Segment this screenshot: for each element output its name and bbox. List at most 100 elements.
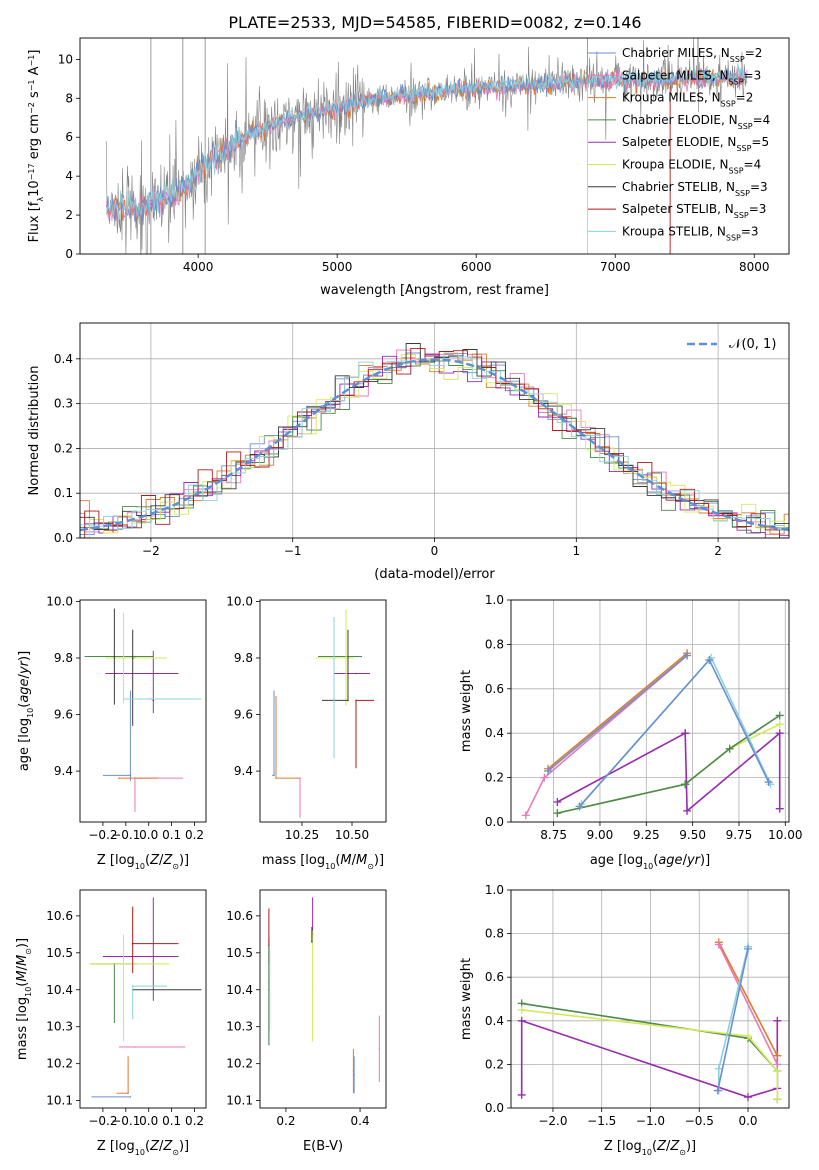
y-tick-label: 9.8	[234, 651, 253, 665]
y-axis-label: Normed distribution	[27, 366, 42, 496]
errorbars-age-vs-Z	[84, 608, 202, 813]
mass-weight-line	[557, 714, 781, 814]
data-point	[152, 699, 155, 702]
y-tick-label: 0.8	[485, 927, 504, 941]
x-axis-label: Z [log10(Z/Z⊙)]	[97, 1139, 189, 1157]
x-tick-label: 9.75	[726, 828, 753, 842]
mass-weight-line	[580, 656, 772, 805]
x-tick-label: 0.2	[185, 828, 204, 842]
y-tick-label: 0.2	[485, 1057, 504, 1071]
x-tick-label: 0.2	[276, 1114, 295, 1128]
mass-weight-line	[547, 652, 688, 770]
plus-marker	[744, 944, 753, 953]
plus-marker	[725, 744, 734, 753]
x-axis-label: age [log10(age/yr)]	[590, 853, 710, 871]
y-tick-label: 10.3	[46, 1020, 73, 1034]
plus-marker	[775, 720, 784, 729]
y-tick-label: 9.6	[234, 708, 253, 722]
data-point	[347, 699, 349, 702]
y-axis-label: mass weight	[459, 958, 474, 1040]
data-point	[268, 992, 271, 995]
y-tick-label: 10	[58, 52, 73, 66]
mass-weight-line	[718, 944, 779, 1065]
y-tick-label: 2	[65, 208, 73, 222]
residual-histogram-line	[80, 353, 789, 538]
legend-entry: Kroupa ELODIE, NSSP=4	[622, 158, 761, 176]
x-tick-label: −1.5	[587, 1114, 616, 1128]
legend-entry: Salpeter STELIB, NSSP=3	[622, 202, 766, 220]
data-point	[131, 942, 134, 945]
errorbars-mass-vs-Z	[89, 897, 202, 1098]
axes-frame	[259, 889, 387, 1109]
y-tick-label: 0.4	[485, 1014, 504, 1028]
residual-histograms	[80, 343, 789, 538]
x-tick-label: 0.0	[139, 828, 158, 842]
axes-frame	[79, 322, 790, 539]
x-tick-label: 10.00	[768, 828, 802, 842]
x-axis-label: mass [log10(M/M⊙)]	[262, 853, 384, 871]
y-tick-label: 4	[65, 169, 73, 183]
x-axis-label: Z [log10(Z/Z⊙)]	[97, 853, 189, 871]
y-tick-label: 10.0	[46, 594, 73, 608]
plus-marker	[744, 1032, 753, 1041]
y-tick-label: 0.3	[54, 397, 73, 411]
y-tick-label: 0.8	[485, 637, 504, 651]
x-tick-label: 0.1	[162, 828, 181, 842]
y-tick-label: 10.1	[46, 1094, 73, 1108]
x-tick-label: 0.2	[185, 1114, 204, 1128]
spectrum-legend: Chabrier MILES, NSSP=2 Salpeter MILES, NS…	[588, 46, 770, 242]
y-tick-label: 6	[65, 130, 73, 144]
plus-marker	[773, 1060, 782, 1069]
data-point	[355, 699, 357, 702]
x-axis-label: wavelength [Angstrom, rest frame]	[320, 283, 549, 298]
data-point	[333, 698, 335, 700]
x-tick-label: −2.0	[538, 1114, 567, 1128]
data-point	[122, 657, 125, 659]
x-tick-label: −0.2	[88, 828, 117, 842]
residual-histogram-line	[80, 354, 789, 538]
x-tick-label: 8.75	[540, 828, 567, 842]
data-point	[152, 955, 155, 958]
y-tick-label: 10.4	[226, 983, 253, 997]
y-tick-label: 1.0	[485, 883, 504, 897]
mass-weight-line	[520, 1019, 779, 1098]
y-tick-label: 0	[65, 247, 73, 261]
legend-entry: Chabrier ELODIE, NSSP=4	[622, 113, 770, 130]
y-tick-label: 10.5	[226, 946, 253, 960]
y-tick-label: 9.4	[234, 764, 253, 778]
data-point	[311, 940, 313, 943]
y-axis-label: mass [log10(M/M⊙)]	[15, 938, 33, 1060]
x-axis-label: (data-model)/error	[374, 567, 495, 582]
residual-histogram-line	[80, 349, 789, 538]
x-tick-label: 10.25	[285, 828, 319, 842]
lines-massweight-vs-Z	[517, 938, 782, 1104]
plus-marker	[575, 802, 584, 811]
axes-frame	[259, 599, 387, 823]
y-tick-label: 0.4	[54, 352, 73, 366]
y-tick-label: 0.2	[54, 441, 73, 455]
x-tick-label: 7000	[600, 260, 631, 274]
x-tick-label: −0.1	[111, 828, 140, 842]
legend-entry: Chabrier MILES, NSSP=2	[622, 46, 762, 64]
data-point	[353, 1073, 355, 1076]
y-tick-label: 8	[65, 91, 73, 105]
x-tick-label: 0.0	[738, 1114, 757, 1128]
y-tick-label: 0.0	[485, 815, 504, 829]
x-tick-label: 9.25	[633, 828, 660, 842]
data-point	[152, 672, 155, 675]
axes-frame	[510, 889, 790, 1109]
y-tick-label: 10.2	[46, 1057, 73, 1071]
legend-entry: 𝒩(0, 1)	[729, 337, 776, 352]
y-tick-label: 10.6	[46, 909, 73, 923]
axes-frame	[79, 889, 207, 1109]
plus-marker	[517, 1090, 526, 1099]
x-tick-label: 4000	[183, 260, 214, 274]
plus-marker	[773, 1051, 782, 1060]
y-tick-label: 10.0	[226, 594, 253, 608]
data-point	[113, 655, 116, 658]
x-tick-label: 6000	[461, 260, 492, 274]
plus-marker	[517, 1005, 526, 1014]
mass-weight-line	[547, 654, 688, 772]
data-point	[131, 985, 134, 987]
plus-marker	[773, 1095, 782, 1104]
